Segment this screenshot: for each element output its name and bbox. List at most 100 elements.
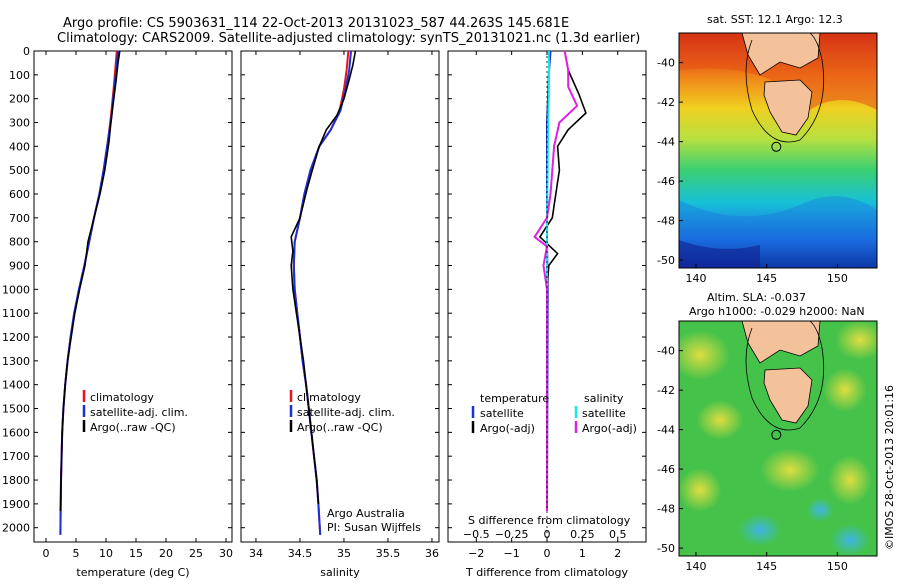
x-tick-label: −2	[468, 547, 484, 560]
depth-tick-label: 200	[9, 93, 30, 106]
difference-top-xlabel: S difference from climatology	[468, 514, 631, 527]
map-y-tick-label: -40	[657, 345, 675, 358]
tasmania-island	[763, 79, 813, 136]
depth-tick-label: 900	[9, 260, 30, 273]
map-y-tick-label: -48	[657, 215, 675, 228]
sla-map-title: Altim. SLA: -0.037	[707, 291, 806, 304]
x-tick-label: 5	[73, 547, 80, 560]
depth-tick-label: 100	[9, 69, 30, 82]
depth-tick-label: 2000	[2, 522, 30, 535]
depth-tick-label: 1800	[2, 474, 30, 487]
depth-tick-label: 1100	[2, 307, 30, 320]
x-tick-label: 34.5	[288, 547, 313, 560]
header-line-2: Climatology: CARS2009. Satellite-adjuste…	[57, 31, 640, 46]
salinity-xlabel: salinity	[320, 566, 360, 579]
depth-tick-label: 400	[9, 140, 30, 153]
sst-cold-patch	[679, 240, 760, 268]
bathymetry-contour	[745, 33, 825, 143]
map-y-tick-label: -42	[657, 384, 675, 397]
depth-tick-label: 1200	[2, 331, 30, 344]
map-y-tick-label: -50	[657, 542, 675, 555]
depth-tick-label: 1400	[2, 379, 30, 392]
header-line-1: Argo profile: CS 5903631_114 22-Oct-2013…	[63, 16, 569, 31]
profile-panels: 0100200300400500600700800900100011001200…	[2, 45, 647, 579]
map-y-tick-label: -40	[657, 57, 675, 70]
sst-map-axes: 140 145 150 -40 -42 -44 -46 -48 -50	[657, 57, 848, 285]
map-x-tick-label: 150	[827, 560, 848, 573]
difference-top-tick-label: −0.5	[463, 528, 490, 541]
difference-xlabel: T difference from climatology	[465, 566, 628, 579]
salinity_argo-series-line	[533, 50, 579, 511]
salinity-panel: 34 34.5 35 35.5 36 salinity climatology satelli…	[240, 50, 440, 579]
temperature-xlabel: temperature (deg C)	[76, 566, 189, 579]
map-y-tick-label: -48	[657, 503, 675, 516]
temperature-panel: 0100200300400500600700800900100011001200…	[2, 45, 233, 579]
depth-tick-label: 1700	[2, 450, 30, 463]
sst-map-frame	[678, 32, 878, 269]
difference-top-tick-label: 0	[544, 528, 551, 541]
imos-credit: ©IMOS 28-Oct-2013 20:01:16	[883, 385, 896, 550]
depth-tick-label: 1500	[2, 403, 30, 416]
argo-series-line	[59, 50, 121, 512]
sla-map-subtitle: Argo h1000: -0.029 h2000: NaN	[689, 305, 865, 318]
sla-map-axes: 140 145 150 -40 -42 -44 -46 -48 -50	[657, 345, 848, 573]
sla-map-frame	[678, 320, 878, 557]
legend-title: salinity	[584, 392, 624, 405]
x-tick-label: 34	[249, 547, 263, 560]
argo-location-marker	[771, 429, 782, 440]
map-x-tick-label: 140	[685, 272, 706, 285]
depth-tick-label: 300	[9, 117, 30, 130]
argo-series-line	[290, 50, 357, 504]
map-x-tick-label: 145	[756, 272, 777, 285]
panel-annotation: PI: Susan Wijffels	[327, 521, 421, 534]
legend-label: climatology	[297, 391, 361, 404]
legend-label: Argo(..raw -QC)	[297, 421, 383, 434]
map-y-tick-label: -44	[657, 136, 675, 149]
legend-label: satellite-adj. clim.	[90, 406, 188, 419]
depth-tick-label: 800	[9, 236, 30, 249]
difference-top-tick-label: 0.25	[570, 528, 595, 541]
map-x-tick-label: 145	[756, 560, 777, 573]
sst-warm-patch	[679, 33, 877, 110]
mainland-coast	[741, 33, 821, 76]
bathymetry-contour	[745, 321, 825, 431]
depth-tick-label: 700	[9, 212, 30, 225]
x-tick-label: 25	[189, 547, 203, 560]
map-x-tick-label: 140	[685, 560, 706, 573]
x-tick-label: 36	[425, 547, 439, 560]
tasmania-island	[763, 367, 813, 424]
x-tick-label: 20	[159, 547, 173, 560]
x-tick-label: 35.5	[376, 547, 401, 560]
x-tick-label: 10	[99, 547, 113, 560]
depth-tick-label: 1900	[2, 498, 30, 511]
salinity-plot-frame	[240, 50, 440, 543]
map-y-tick-label: -46	[657, 175, 675, 188]
map-y-tick-label: -44	[657, 424, 675, 437]
legend-label: Argo(..raw -QC)	[90, 421, 176, 434]
legend-label: Argo(-adj)	[480, 422, 535, 435]
sst-map: sat. SST: 12.1 Argo: 12.3 140 145 150 -40 -4…	[657, 13, 878, 285]
depth-tick-label: 0	[23, 45, 30, 58]
x-tick-label: 30	[219, 547, 233, 560]
difference-top-tick-label: 0.5	[609, 528, 627, 541]
sla-map: Altim. SLA: -0.037 Argo h1000: -0.029 h2…	[657, 291, 878, 573]
x-tick-label: −1	[504, 547, 520, 560]
depth-tick-label: 1300	[2, 355, 30, 368]
x-tick-label: 35	[337, 547, 351, 560]
panel-annotation: Argo Australia	[327, 507, 405, 520]
depth-tick-label: 1000	[2, 283, 30, 296]
argo-location-marker	[771, 141, 782, 152]
map-y-tick-label: -42	[657, 96, 675, 109]
mainland-coast	[741, 321, 821, 364]
legend-label: climatology	[90, 391, 154, 404]
difference-panel: −2 −1 0 1 2 T difference from climatology S di…	[447, 50, 647, 579]
legend-label: satellite	[582, 407, 626, 420]
map-y-tick-label: -50	[657, 254, 675, 267]
x-tick-label: 2	[614, 547, 621, 560]
depth-tick-label: 500	[9, 164, 30, 177]
legend-label: satellite-adj. clim.	[297, 406, 395, 419]
map-x-tick-label: 150	[827, 272, 848, 285]
x-tick-label: 1	[579, 547, 586, 560]
